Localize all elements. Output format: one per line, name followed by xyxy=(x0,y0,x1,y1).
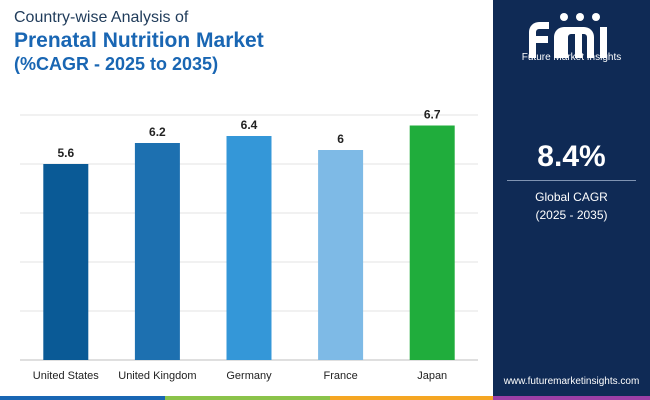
value-label: 6.7 xyxy=(424,108,441,122)
x-tick-label: Japan xyxy=(417,370,447,382)
global-cagr-value: 8.4% xyxy=(537,140,606,173)
bottom-stripe-purple xyxy=(493,396,650,400)
chart-title-line1: Country-wise Analysis of xyxy=(14,9,189,26)
divider xyxy=(507,180,636,181)
bottom-stripe-green xyxy=(165,396,330,400)
brand-name: Future Market Insights xyxy=(521,52,622,63)
bars xyxy=(43,125,455,360)
value-labels: 5.6 6.2 6.4 6 6.7 xyxy=(57,108,440,161)
bar-chart: 5.6 6.2 6.4 6 6.7 United States United Kingdo… xyxy=(20,108,478,382)
bottom-stripe-blue xyxy=(0,396,165,400)
sidebar-panel: Future Market Insights 8.4% Global CAGR … xyxy=(493,0,650,400)
chart-title: Prenatal Nutrition Market xyxy=(14,29,264,52)
bar-france xyxy=(318,150,364,360)
bar-japan xyxy=(409,125,455,360)
value-label: 5.6 xyxy=(57,146,74,160)
x-tick-label: Germany xyxy=(226,370,272,382)
value-label: 6.4 xyxy=(241,118,258,132)
bottom-stripe-orange xyxy=(330,396,493,400)
x-tick-label: United States xyxy=(33,370,100,382)
bar-united-states xyxy=(43,164,89,360)
bar-germany xyxy=(226,136,272,360)
value-label: 6.2 xyxy=(149,125,166,139)
chart-subtitle: (%CAGR - 2025 to 2035) xyxy=(14,54,219,74)
cagr-label-text: Global CAGR xyxy=(535,190,608,204)
cagr-period-text: (2025 - 2035) xyxy=(535,208,608,222)
global-cagr-label: Global CAGR (2025 - 2035) xyxy=(493,188,650,224)
chart-header: Country-wise Analysis of Prenatal Nutrit… xyxy=(14,8,264,75)
bar-united-kingdom xyxy=(134,143,180,360)
x-tick-label: France xyxy=(323,370,357,382)
website-link[interactable]: www.futuremarketinsights.com xyxy=(503,376,640,387)
fmi-logo xyxy=(529,13,607,58)
value-label: 6 xyxy=(337,132,344,146)
x-tick-label: United Kingdom xyxy=(118,370,196,382)
x-tick-labels: United States United Kingdom Germany France… xyxy=(33,370,447,382)
